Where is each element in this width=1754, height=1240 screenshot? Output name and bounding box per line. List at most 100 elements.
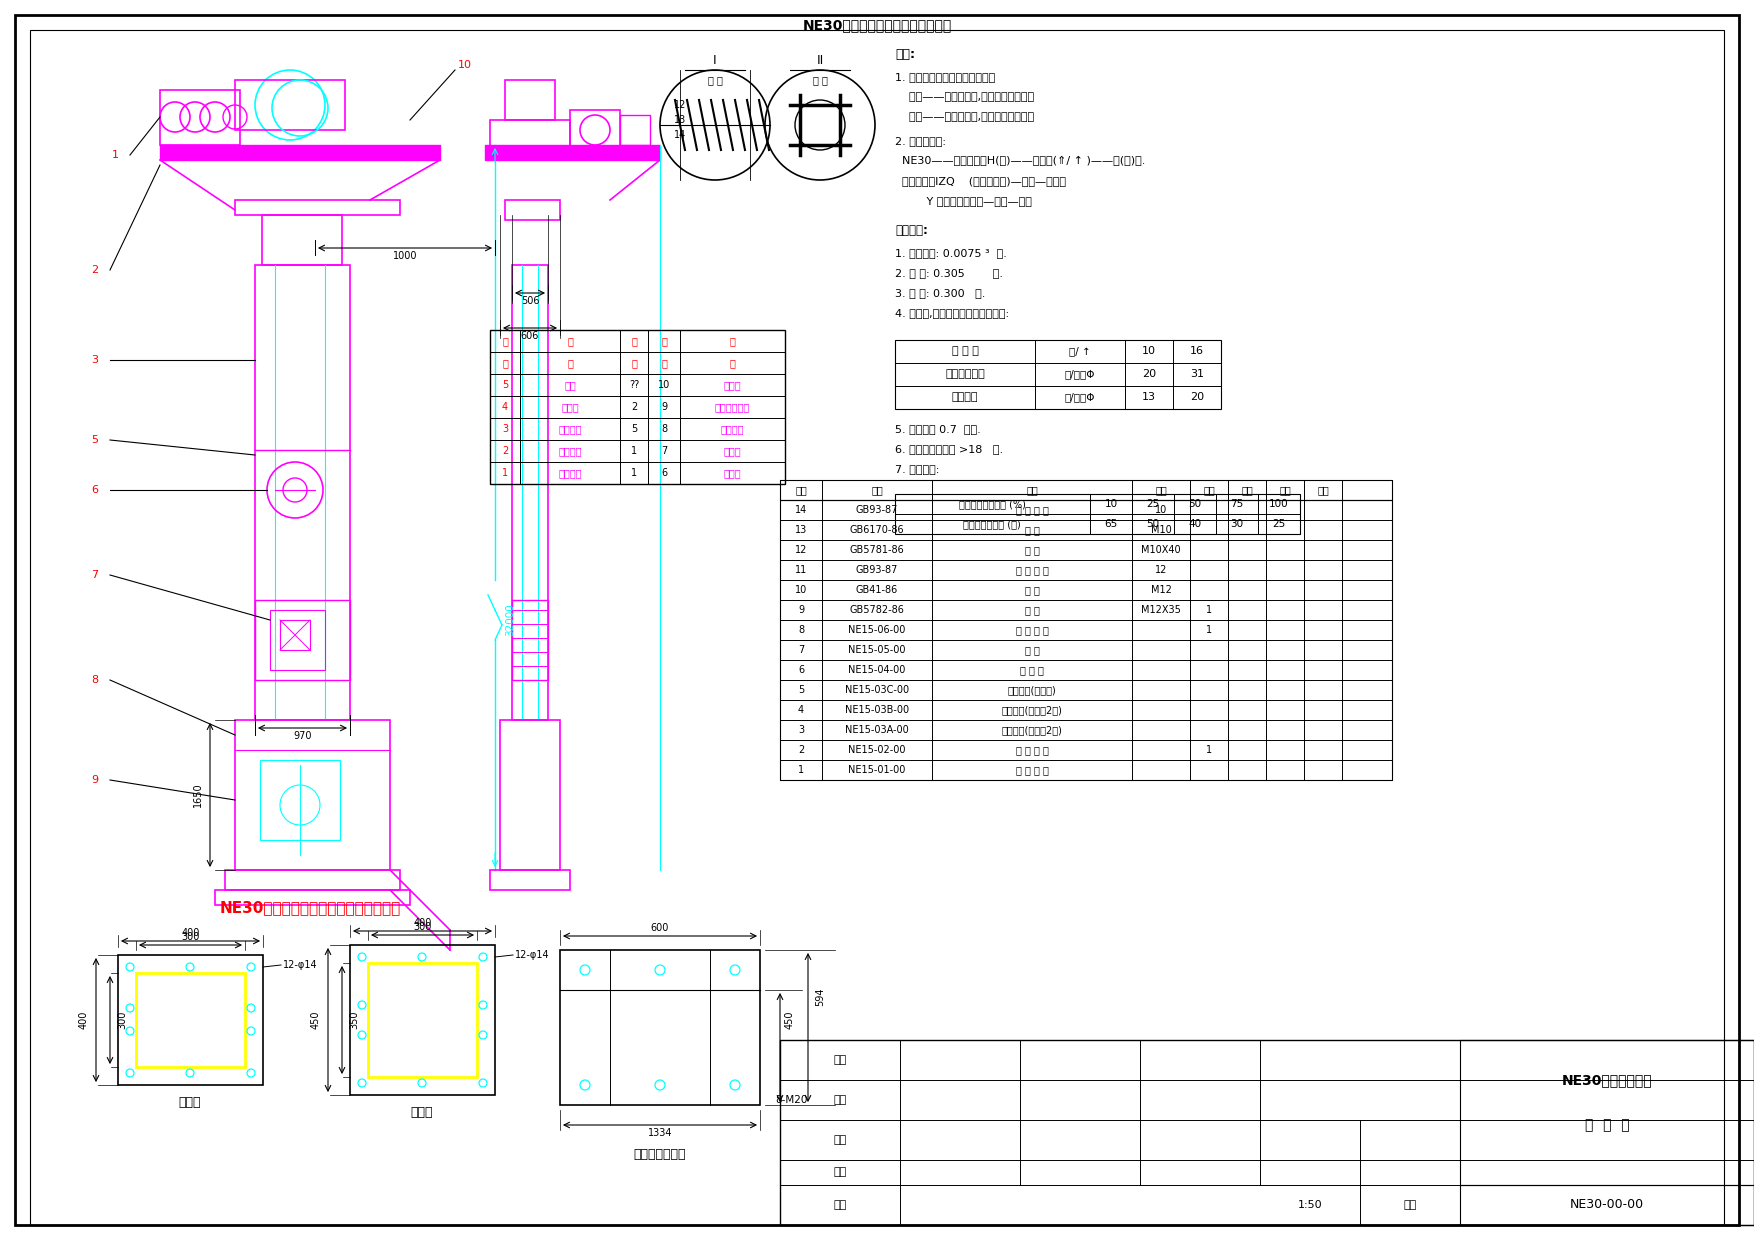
Bar (1459, 1040, 1754, 1185)
Text: 1: 1 (112, 150, 119, 160)
Text: 3: 3 (798, 725, 803, 735)
Text: 驱动组件: 驱动组件 (558, 467, 582, 477)
Text: 张测簧: 张测簧 (723, 467, 740, 477)
Text: 1334: 1334 (647, 1128, 672, 1138)
Text: 2. 斗 距: 0.305        Ⓜ.: 2. 斗 距: 0.305 Ⓜ. (895, 268, 1003, 278)
Text: GB5781-86: GB5781-86 (849, 546, 905, 556)
Bar (368, 963, 477, 1078)
Text: M12: M12 (1151, 585, 1172, 595)
Text: NE15-05-00: NE15-05-00 (849, 645, 905, 655)
Text: 50: 50 (1189, 498, 1201, 508)
Text: Ⓜ/ ↑: Ⓜ/ ↑ (1070, 346, 1091, 356)
Text: 校核: 校核 (833, 1095, 847, 1105)
Text: GB6170-86: GB6170-86 (849, 525, 905, 534)
Text: 1000: 1000 (393, 250, 417, 260)
Text: 地脚螺栓布置图: 地脚螺栓布置图 (633, 1148, 686, 1162)
Text: 32000: 32000 (505, 604, 516, 636)
Text: 450: 450 (786, 1011, 795, 1029)
Text: 970: 970 (293, 732, 312, 742)
Bar (505, 200, 560, 219)
Text: 5: 5 (91, 435, 98, 445)
Text: II: II (816, 53, 824, 67)
Text: 13: 13 (674, 115, 686, 125)
Bar (489, 120, 570, 150)
Text: 数: 数 (631, 336, 637, 346)
Text: 2: 2 (798, 745, 803, 755)
Text: 1. 料斗容积: 0.0075 ³  Ⓜ.: 1. 料斗容积: 0.0075 ³ Ⓜ. (895, 248, 1007, 258)
Text: 螺 钉: 螺 钉 (1024, 546, 1040, 556)
Text: I: I (714, 53, 717, 67)
Text: 放 大: 放 大 (812, 74, 828, 86)
Bar (619, 115, 651, 145)
Text: 下 部 装 配: 下 部 装 配 (1016, 625, 1049, 635)
Text: 8-M20: 8-M20 (775, 1095, 807, 1105)
Bar (505, 81, 554, 120)
Bar (261, 215, 342, 265)
Text: 12-φ14: 12-φ14 (516, 950, 549, 960)
Text: 606: 606 (521, 331, 538, 341)
Text: 2: 2 (502, 446, 509, 456)
Text: 件: 件 (502, 336, 509, 346)
Text: 审核: 审核 (833, 1135, 847, 1145)
Text: 1: 1 (631, 467, 637, 477)
Text: 单重: 单重 (1242, 485, 1252, 495)
Text: 料斗: 料斗 (565, 379, 575, 391)
Text: 名称: 名称 (1026, 485, 1038, 495)
Bar (260, 760, 340, 839)
Text: 75: 75 (1230, 498, 1244, 508)
Text: 12: 12 (674, 100, 686, 110)
Text: 10: 10 (795, 585, 807, 595)
Text: 8: 8 (661, 424, 667, 434)
Text: M10X40: M10X40 (1142, 546, 1180, 556)
Text: 40: 40 (1189, 520, 1201, 529)
Text: 件: 件 (661, 336, 667, 346)
Text: 称: 称 (567, 358, 574, 368)
Bar (570, 110, 619, 150)
Bar (895, 340, 1221, 409)
Text: 65: 65 (1105, 520, 1117, 529)
Text: 400: 400 (414, 918, 431, 928)
Text: 11: 11 (795, 565, 807, 575)
Text: 中部机壳(标准节2㎜): 中部机壳(标准节2㎜) (1002, 706, 1063, 715)
Bar (118, 955, 263, 1085)
Text: 牵引件线速度: 牵引件线速度 (945, 370, 986, 379)
Text: NE15-04-00: NE15-04-00 (849, 665, 905, 675)
Text: 25: 25 (1272, 520, 1286, 529)
Text: GB41-86: GB41-86 (856, 585, 898, 595)
Text: 6: 6 (798, 665, 803, 675)
Bar (781, 480, 1393, 500)
Text: 13: 13 (1142, 392, 1156, 402)
Text: 10: 10 (1154, 505, 1166, 515)
Text: 600: 600 (651, 923, 670, 932)
Text: 1: 1 (631, 446, 637, 456)
Text: 名: 名 (567, 336, 574, 346)
Text: 4: 4 (798, 706, 803, 715)
Bar (235, 200, 400, 215)
Text: 中部机壳(检修门): 中部机壳(检修门) (1007, 684, 1056, 694)
Text: 3: 3 (502, 424, 509, 434)
Bar (486, 145, 660, 160)
Text: 12-φ14: 12-φ14 (282, 960, 317, 970)
Text: 5: 5 (631, 424, 637, 434)
Text: 31: 31 (1189, 370, 1203, 379)
Bar (512, 265, 547, 720)
Text: Ⓜ/Ⓜ二Φ: Ⓜ/Ⓜ二Φ (1065, 370, 1094, 379)
Text: 链轮链: 链轮链 (561, 402, 579, 412)
Text: 5. 奠充系数 0.7  计算.: 5. 奠充系数 0.7 计算. (895, 424, 980, 434)
Text: 25: 25 (1147, 498, 1159, 508)
Text: 中部机壳: 中部机壳 (558, 424, 582, 434)
Text: GB93-87: GB93-87 (856, 505, 898, 515)
Text: 7: 7 (661, 446, 667, 456)
Text: 组件: 组件 (1403, 1200, 1417, 1210)
Text: 506: 506 (521, 296, 538, 306)
Text: 大喂料所占百分化 (%): 大喂料所占百分化 (%) (959, 498, 1026, 508)
Bar (254, 600, 351, 680)
Text: 1: 1 (502, 467, 509, 477)
Text: 总重: 总重 (1279, 485, 1291, 495)
Bar (235, 81, 346, 130)
Text: 9: 9 (91, 775, 98, 785)
Text: 100: 100 (1270, 498, 1289, 508)
Text: 50: 50 (1147, 520, 1159, 529)
Text: 4. 提升量,牢引件线速度和主轴转速:: 4. 提升量,牢引件线速度和主轴转速: (895, 308, 1009, 317)
Text: ??: ?? (630, 379, 638, 391)
